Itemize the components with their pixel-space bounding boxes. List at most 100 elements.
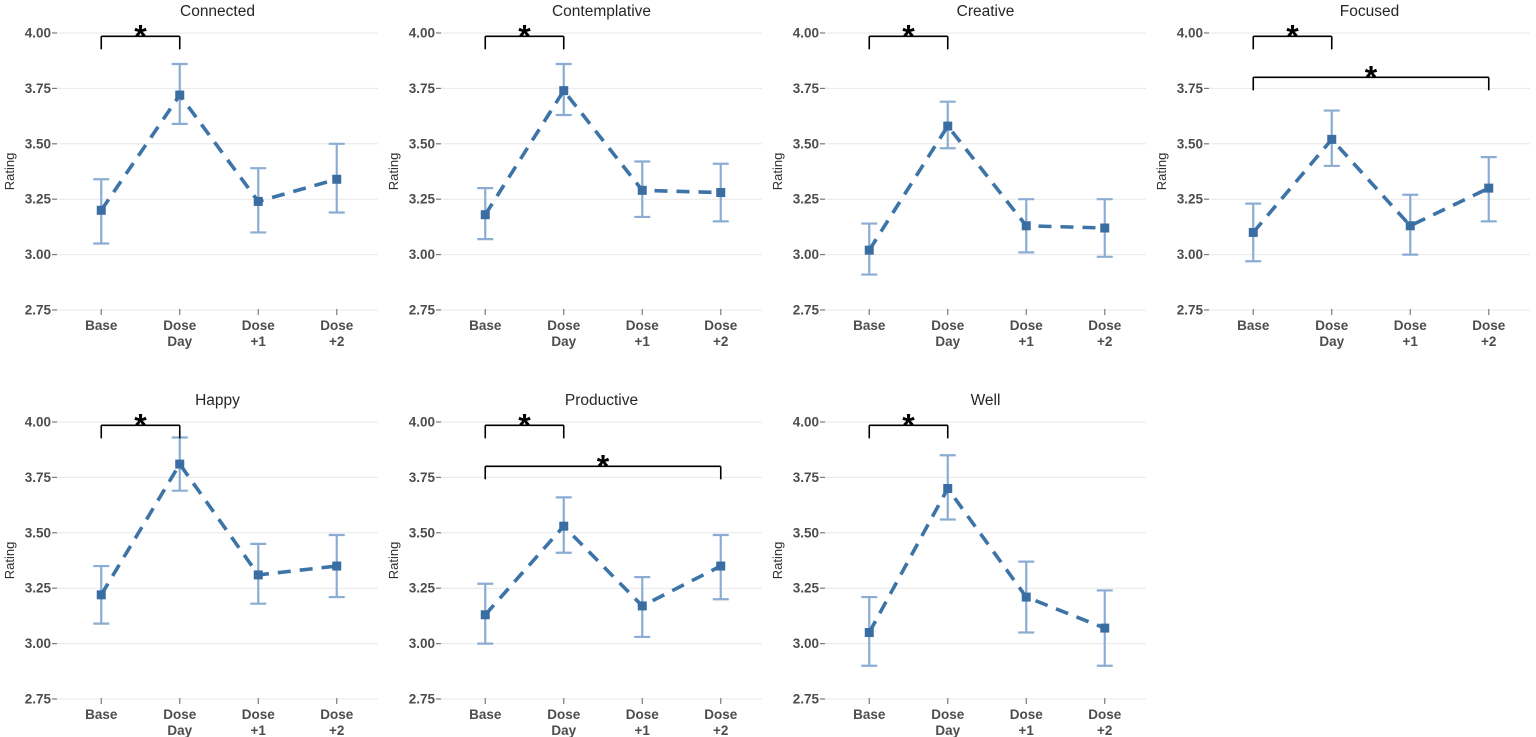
- y-tick-label: 4.00: [1177, 26, 1203, 41]
- data-point: [480, 610, 490, 620]
- y-tick-label: 3.75: [793, 470, 820, 485]
- x-tick-label: Dose: [704, 318, 738, 333]
- significance-bracket: *: [868, 18, 949, 54]
- y-axis: 2.75 3.00 3.25 3.50 3.75 4.00: [793, 415, 825, 707]
- data-point: [253, 196, 263, 206]
- x-tick-label: Dose: [547, 707, 581, 722]
- x-tick-label: +1: [635, 334, 651, 349]
- y-tick-label: 3.25: [25, 192, 52, 207]
- y-tick-label: 3.00: [793, 636, 819, 651]
- y-tick-label: 3.00: [409, 636, 435, 651]
- x-tick-label: Dose: [1010, 707, 1044, 722]
- y-tick-label: 3.25: [409, 581, 436, 596]
- y-tick-label: 2.75: [793, 692, 820, 707]
- x-tick-label: Dose: [242, 318, 276, 333]
- y-axis: 2.75 3.00 3.25 3.50 3.75 4.00: [25, 415, 57, 707]
- data-point: [1327, 134, 1337, 144]
- panel-title: Productive: [565, 392, 638, 409]
- x-tick-label: +2: [1097, 723, 1112, 737]
- data-point: [1021, 592, 1031, 602]
- data-point: [864, 628, 874, 638]
- y-tick-label: 4.00: [409, 415, 435, 430]
- data-point: [637, 185, 647, 195]
- error-bars: [477, 496, 729, 645]
- gridlines: [441, 421, 762, 700]
- y-tick-label: 3.50: [409, 525, 435, 540]
- y-tick-label: 4.00: [25, 26, 51, 41]
- y-tick-label: 3.25: [409, 192, 436, 207]
- y-tick-label: 4.00: [793, 26, 819, 41]
- y-tick-label: 3.75: [409, 81, 436, 96]
- y-tick-label: 3.50: [793, 136, 819, 151]
- error-bars: [861, 454, 1113, 667]
- panel-title: Contemplative: [552, 3, 651, 20]
- y-tick-label: 4.00: [409, 26, 435, 41]
- y-axis-title: Rating: [386, 153, 401, 191]
- significance-bracket: *: [1252, 59, 1490, 95]
- x-tick-label: +2: [329, 723, 344, 737]
- data-point: [96, 590, 106, 600]
- x-tick-label: +2: [1481, 334, 1496, 349]
- significance-star: *: [134, 407, 147, 443]
- y-tick-label: 3.75: [409, 470, 436, 485]
- data-points: [480, 86, 726, 220]
- data-point: [480, 210, 490, 220]
- facet-panel-happy: 2.753.003.253.503.754.00 Base DoseDayDose+…: [2, 392, 378, 737]
- data-point: [559, 86, 569, 96]
- significance-star: *: [518, 18, 531, 54]
- x-tick-label: Dose: [320, 707, 354, 722]
- data-point: [1248, 227, 1258, 237]
- y-tick-label: 2.75: [25, 303, 52, 318]
- y-tick-label: 3.75: [25, 81, 52, 96]
- y-tick-label: 3.50: [409, 136, 435, 151]
- data-point: [332, 174, 342, 184]
- x-tick-label: Dose: [931, 318, 965, 333]
- y-axis: 2.75 3.00 3.25 3.50 3.75 4.00: [25, 26, 57, 318]
- x-tick-label: Dose: [704, 707, 738, 722]
- y-tick-label: 2.75: [409, 692, 436, 707]
- y-tick-label: 2.75: [409, 303, 436, 318]
- y-axis-title: Rating: [2, 153, 17, 191]
- x-tick-label: Day: [551, 723, 576, 737]
- x-tick-label: Base: [853, 318, 886, 333]
- gridlines: [825, 421, 1146, 700]
- y-axis: 2.75 3.00 3.25 3.50 3.75 4.00: [1177, 26, 1209, 318]
- y-axis-title: Rating: [770, 542, 785, 580]
- x-tick-label: Day: [551, 334, 576, 349]
- y-axis-title: Rating: [1154, 153, 1169, 191]
- y-tick-label: 3.50: [25, 525, 51, 540]
- error-bars: [93, 436, 345, 625]
- trend-line: [483, 87, 721, 216]
- y-tick-label: 3.50: [25, 136, 51, 151]
- x-tick-label: Dose: [1088, 707, 1122, 722]
- panel-title: Creative: [957, 3, 1015, 20]
- y-tick-label: 3.75: [793, 81, 820, 96]
- data-point: [943, 483, 953, 493]
- significance-star: *: [597, 448, 610, 484]
- panel-title: Connected: [180, 3, 255, 20]
- y-tick-label: 3.50: [1177, 136, 1203, 151]
- gridlines: [57, 421, 378, 700]
- y-tick-label: 3.75: [1177, 81, 1204, 96]
- y-tick-label: 2.75: [1177, 303, 1204, 318]
- y-tick-label: 3.00: [793, 247, 819, 262]
- y-axis: 2.75 3.00 3.25 3.50 3.75 4.00: [409, 415, 441, 707]
- x-tick-label: +2: [329, 334, 344, 349]
- x-tick-label: +1: [635, 723, 651, 737]
- y-axis-title: Rating: [386, 542, 401, 580]
- x-tick-label: Dose: [1315, 318, 1349, 333]
- data-points: [96, 90, 342, 215]
- panel-title: Happy: [195, 392, 240, 409]
- data-point: [1021, 221, 1031, 231]
- x-tick-label: +2: [1097, 334, 1112, 349]
- y-tick-label: 3.00: [25, 636, 51, 651]
- error-bars: [861, 100, 1113, 276]
- y-tick-label: 3.25: [793, 581, 820, 596]
